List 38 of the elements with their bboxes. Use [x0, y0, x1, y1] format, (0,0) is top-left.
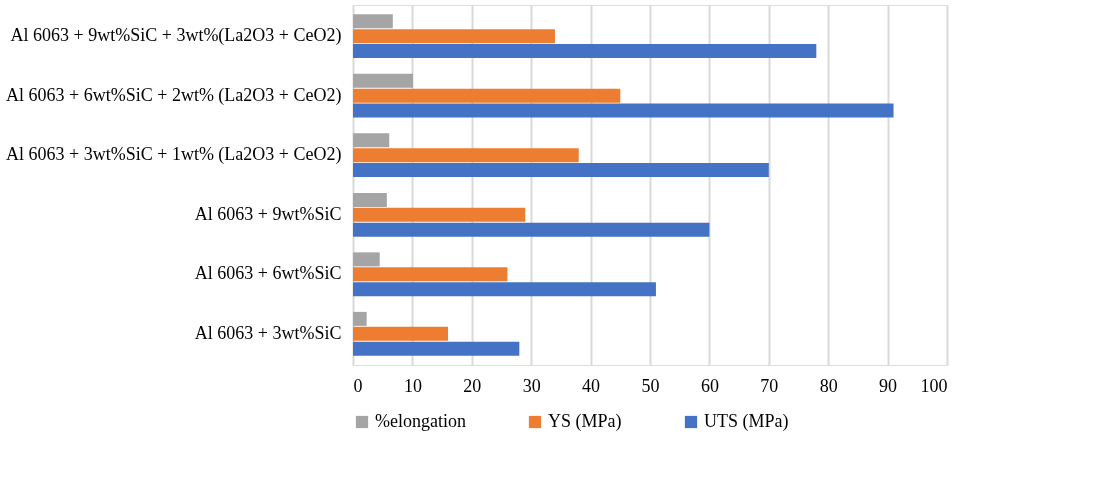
x-tick-label: 20	[463, 375, 482, 396]
x-tick-label: 100	[920, 375, 948, 396]
x-tick-label: 80	[819, 375, 838, 396]
bar	[353, 267, 508, 282]
x-tick-label: 0	[353, 375, 363, 396]
y-tick-label: Al 6063 + 6wt%SiC + 2wt% (La2O3 + CeO2)	[6, 84, 342, 106]
bar	[353, 29, 555, 44]
bar	[353, 14, 393, 29]
bar	[353, 326, 449, 341]
bar	[353, 282, 656, 297]
bar	[353, 148, 579, 163]
legend-label: %elongation	[375, 411, 466, 431]
legend-label: YS (MPa)	[548, 411, 622, 432]
y-tick-label: Al 6063 + 3wt%SiC + 1wt% (La2O3 + CeO2)	[6, 144, 342, 166]
bar	[353, 311, 367, 326]
x-tick-label: 60	[700, 375, 719, 396]
bar	[353, 192, 387, 207]
legend-label: UTS (MPa)	[704, 411, 789, 432]
x-tick-label: 50	[641, 375, 660, 396]
bar	[353, 222, 710, 237]
y-tick-label: Al 6063 + 9wt%SiC + 3wt%(La2O3 + CeO2)	[10, 25, 342, 47]
bar	[353, 44, 817, 59]
x-tick-label: 70	[760, 375, 779, 396]
bar	[353, 133, 390, 148]
y-tick-label: Al 6063 + 9wt%SiC	[194, 203, 342, 224]
bar	[353, 88, 621, 103]
x-tick-label: 40	[582, 375, 601, 396]
bar	[353, 103, 894, 118]
bar	[353, 163, 769, 178]
y-tick-label: Al 6063 + 6wt%SiC	[194, 263, 342, 284]
bar	[353, 73, 413, 88]
x-tick-label: 10	[403, 375, 422, 396]
y-tick-label: Al 6063 + 3wt%SiC	[194, 322, 342, 343]
bar	[353, 341, 520, 356]
x-tick-label: 90	[879, 375, 898, 396]
bar	[353, 252, 380, 267]
x-tick-label: 30	[522, 375, 541, 396]
bar	[353, 207, 526, 222]
